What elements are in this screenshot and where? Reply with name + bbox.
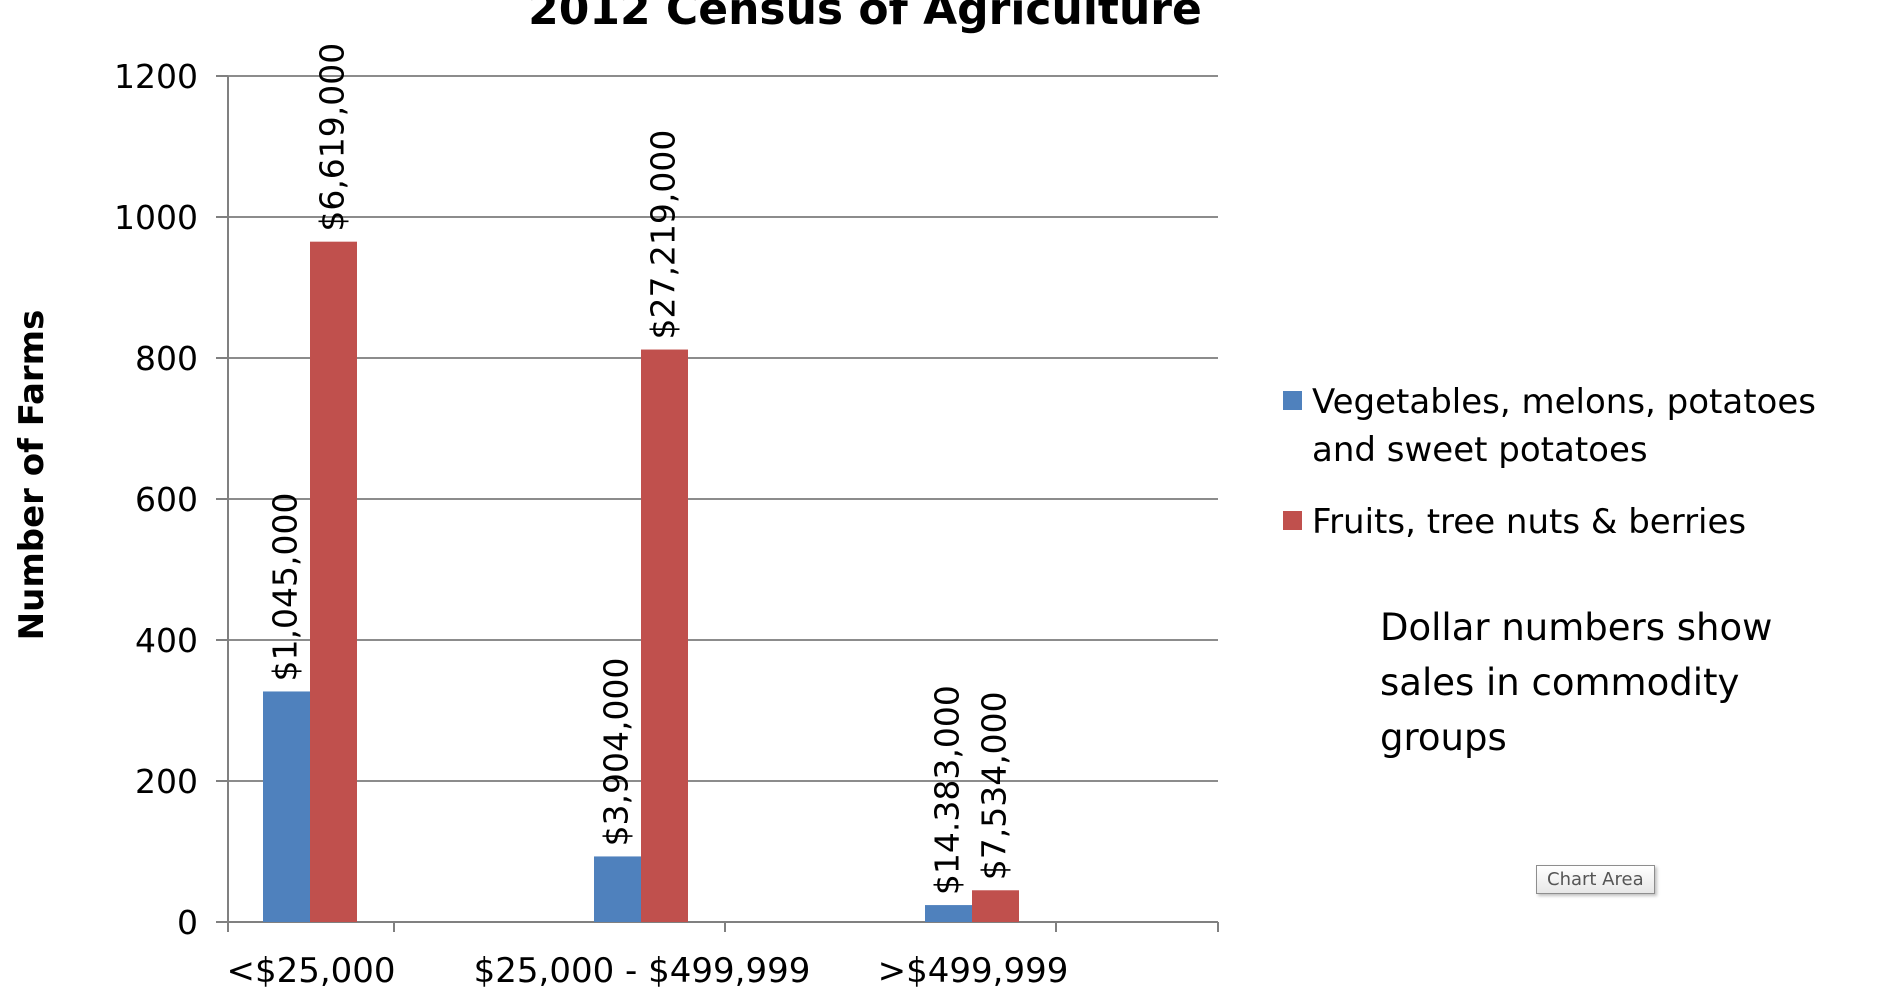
legend-label-vegetables: Vegetables, melons, potatoes and sweet p…	[1312, 382, 1816, 470]
x-tick-label: >$499,999	[878, 951, 1069, 991]
legend-swatch-vegetables	[1283, 391, 1302, 410]
legend-label-fruits: Fruits, tree nuts & berries	[1312, 502, 1747, 542]
y-tick-label: 1000	[114, 198, 198, 237]
bar	[641, 349, 688, 922]
legend-swatch-fruits	[1283, 511, 1302, 530]
bar	[972, 890, 1019, 922]
legend-item-fruits: Fruits, tree nuts & berries	[1283, 498, 1873, 546]
chart-area-tooltip: Chart Area	[1536, 865, 1655, 894]
data-label: $7,534,000	[975, 691, 1014, 880]
bar	[310, 241, 357, 923]
legend-item-vegetables: Vegetables, melons, potatoes and sweet p…	[1283, 378, 1873, 474]
legend: Vegetables, melons, potatoes and sweet p…	[1283, 378, 1873, 570]
bar	[263, 691, 310, 922]
y-tick-label: 600	[135, 480, 198, 519]
x-tick-label: $25,000 - $499,999	[474, 951, 811, 991]
data-label: $6,619,000	[313, 43, 352, 232]
y-tick-label: 200	[135, 762, 198, 801]
chart-title: 2012 Census of Agriculture	[528, 0, 1202, 35]
data-label: $27,219,000	[644, 130, 683, 340]
bar	[594, 856, 641, 922]
data-label: $14.383,000	[928, 685, 967, 895]
sales-note: Dollar numbers show sales in commodity g…	[1380, 606, 1773, 759]
data-label: $1,045,000	[266, 493, 305, 682]
y-tick-label: 1200	[114, 57, 198, 96]
x-tick-label: <$25,000	[226, 951, 395, 991]
y-tick-label: 800	[135, 339, 198, 378]
bar	[925, 905, 972, 922]
y-axis-title: Number of Farms	[12, 310, 52, 641]
y-tick-label: 0	[177, 903, 198, 942]
data-label: $3,904,000	[597, 657, 636, 846]
y-tick-label: 400	[135, 621, 198, 660]
